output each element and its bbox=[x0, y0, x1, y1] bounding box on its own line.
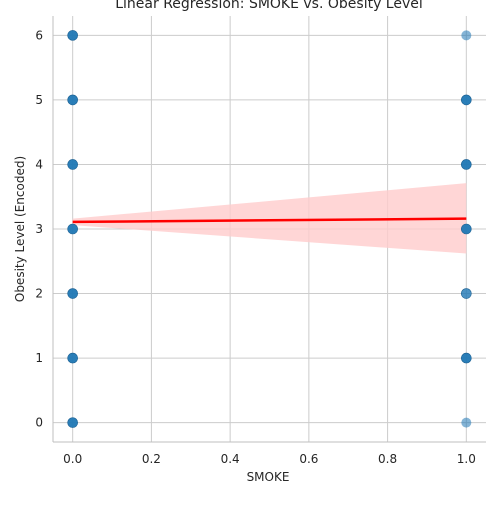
data-point bbox=[67, 417, 78, 428]
y-axis-label: Obesity Level (Encoded) bbox=[13, 156, 27, 302]
y-tick-label: 1 bbox=[35, 351, 43, 365]
data-point bbox=[461, 288, 472, 299]
y-tick-label: 0 bbox=[35, 416, 43, 430]
y-tick-label: 2 bbox=[35, 287, 43, 301]
x-axis-label: SMOKE bbox=[247, 470, 290, 484]
y-tick-label: 6 bbox=[35, 28, 43, 42]
data-point bbox=[67, 352, 78, 364]
x-tick-label: 0.2 bbox=[142, 452, 161, 466]
data-point bbox=[67, 159, 78, 170]
data-point bbox=[461, 159, 472, 170]
points-layer bbox=[67, 30, 472, 428]
y-tick-label: 3 bbox=[35, 222, 43, 236]
axes bbox=[52, 16, 486, 443]
x-tick-label: 0.0 bbox=[63, 452, 82, 466]
data-point bbox=[461, 417, 472, 428]
x-tick-label: 1.0 bbox=[457, 452, 476, 466]
confidence-band bbox=[72, 183, 467, 254]
x-tick-label: 0.6 bbox=[299, 452, 318, 466]
data-point bbox=[461, 352, 472, 364]
data-point bbox=[461, 94, 472, 106]
x-tick-label: 0.8 bbox=[378, 452, 397, 466]
y-tick-label: 4 bbox=[35, 157, 43, 171]
data-point bbox=[67, 288, 78, 299]
chart-title: Linear Regression: SMOKE vs. Obesity Lev… bbox=[115, 0, 423, 12]
regression-line-layer bbox=[72, 217, 467, 224]
data-point bbox=[67, 94, 78, 106]
confidence-band-layer bbox=[72, 183, 467, 254]
regression-line bbox=[72, 217, 467, 224]
x-tick-label: 0.4 bbox=[221, 452, 240, 466]
data-point bbox=[461, 30, 472, 41]
data-point bbox=[67, 223, 78, 235]
tick-labels: 0.0 0.2 0.4 0.6 0.8 1.0 0 1 2 3 4 5 6 bbox=[35, 28, 476, 466]
data-point bbox=[67, 30, 78, 41]
y-tick-label: 5 bbox=[35, 93, 43, 107]
data-point bbox=[461, 223, 472, 235]
